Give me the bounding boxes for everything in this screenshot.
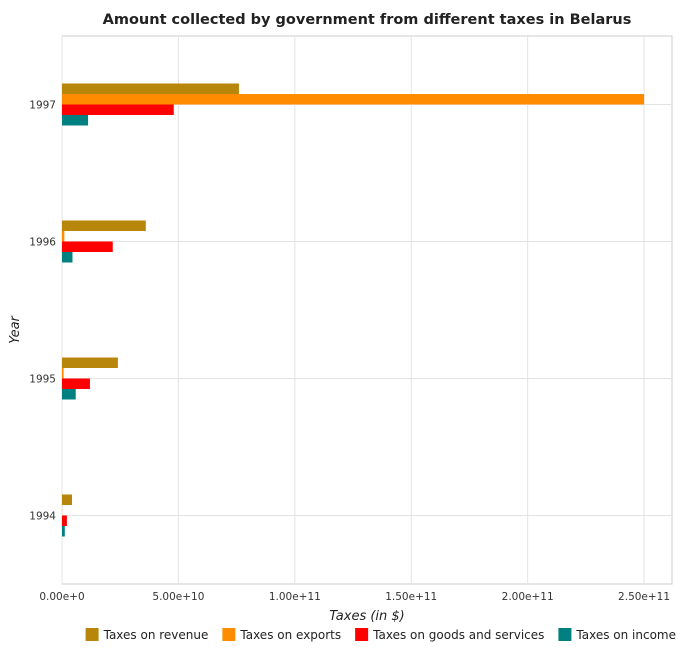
- bar: [62, 231, 65, 242]
- legend-label: Taxes on goods and services: [372, 628, 544, 642]
- y-tick-label: 1997: [29, 100, 56, 112]
- bar: [62, 94, 645, 105]
- bar: [62, 526, 65, 537]
- x-tick-label: 0.00e+0: [39, 591, 84, 603]
- bar: [62, 494, 73, 505]
- x-tick-label: 1.00e+11: [269, 591, 321, 603]
- bar: [62, 252, 73, 263]
- legend-label: Taxes on income: [575, 628, 676, 642]
- y-tick-label: 1995: [29, 374, 56, 386]
- x-tick-label: 5.00e+10: [152, 591, 204, 603]
- legend: Taxes on revenue Taxes on exports Taxes on…: [85, 628, 676, 642]
- x-tick-label: 1.50e+11: [385, 591, 437, 603]
- bar: [62, 241, 113, 252]
- legend-swatch: [355, 628, 369, 641]
- x-tick-label: 2.00e+11: [502, 591, 554, 603]
- bar: [62, 83, 239, 94]
- bar: [62, 389, 76, 400]
- x-tick-label: 2.50e+11: [618, 591, 670, 603]
- y-tick-label: 1994: [29, 511, 56, 523]
- bar: [62, 368, 64, 379]
- legend-label: Taxes on revenue: [103, 628, 209, 642]
- plot-frame: [61, 35, 673, 585]
- ticks: 0.00e+0 5.00e+10 1.00e+11 1.50e+11 2.00e+11 2…: [29, 100, 670, 604]
- legend-swatch: [558, 628, 572, 641]
- legend-swatch: [85, 628, 99, 641]
- legend-swatch: [222, 628, 236, 641]
- x-axis-label: Taxes (in $): [329, 609, 405, 624]
- bars: [62, 83, 645, 537]
- bar: [62, 104, 174, 115]
- legend-label: Taxes on exports: [239, 628, 341, 642]
- chart-title: Amount collected by government from diff…: [103, 12, 632, 28]
- bar: [62, 378, 90, 389]
- bar: [62, 115, 89, 126]
- y-axis-label: Year: [8, 314, 23, 343]
- y-tick-label: 1996: [29, 237, 56, 249]
- bar: [62, 357, 118, 368]
- bar: [62, 220, 146, 231]
- grid: [61, 35, 673, 585]
- bar: [62, 515, 67, 526]
